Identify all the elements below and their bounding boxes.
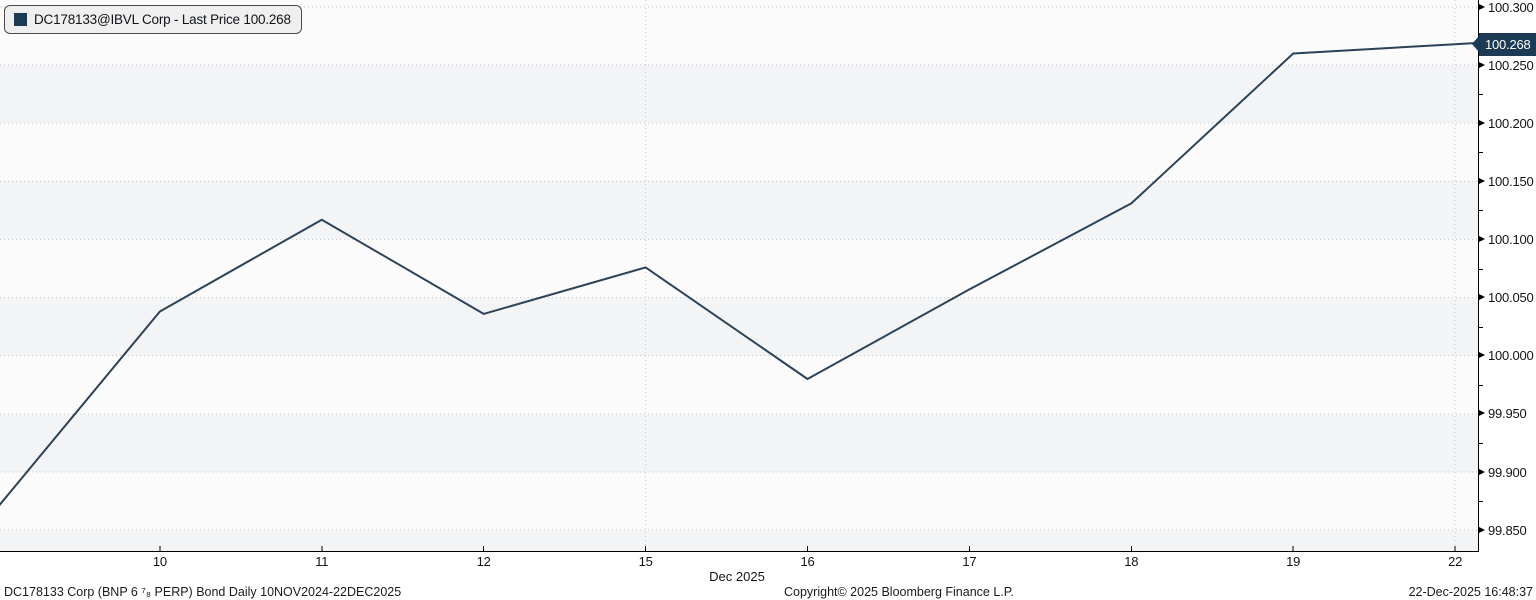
y-axis-tick-label: 100.050 (1488, 290, 1534, 306)
y-axis-tick-label: 100.300 (1488, 0, 1534, 15)
y-axis-major-tick (1479, 526, 1485, 533)
y-axis-minor-tick (1479, 501, 1483, 502)
footer: DC178133 Corp (BNP 6 ⁷₈ PERP) Bond Daily… (0, 585, 1536, 600)
last-price-badge-value: 100.268 (1485, 36, 1531, 52)
y-axis-minor-tick (1479, 268, 1483, 270)
footer-copyright: Copyright© 2025 Bloomberg Finance L.P. (784, 585, 1014, 599)
y-axis-major-tick (1479, 468, 1485, 475)
legend-series-label: DC178133@IBVL Corp - Last Price 100.268 (34, 12, 291, 27)
y-axis: 100.300 100.250 100.200 100.150 100.100 100.0… (1479, 0, 1536, 552)
y-axis-minor-tick (1479, 94, 1483, 96)
y-axis-minor-tick (1479, 152, 1483, 154)
y-axis-tick-label: 100.000 (1488, 348, 1534, 364)
footer-security-description: DC178133 Corp (BNP 6 ⁷₈ PERP) Bond Daily… (4, 585, 402, 599)
x-axis-tick-label: 12 (476, 554, 491, 569)
price-line (0, 41, 1478, 506)
y-axis-major-tick (1479, 410, 1485, 417)
x-axis-tick-label: 19 (1286, 554, 1301, 569)
legend-series-swatch-icon (14, 13, 27, 26)
y-axis-major-tick (1479, 236, 1485, 242)
x-axis-tick-label: 11 (315, 554, 329, 569)
y-axis-major-tick (1479, 352, 1485, 359)
legend[interactable]: DC178133@IBVL Corp - Last Price 100.268 (4, 5, 302, 34)
x-axis-tick-label: 10 (152, 554, 167, 569)
y-axis-major-tick (1479, 177, 1485, 184)
background-band (0, 413, 1478, 472)
x-axis-tick-label: 15 (638, 554, 653, 569)
y-axis-minor-tick (1479, 442, 1483, 444)
y-axis-major-tick (1479, 119, 1485, 126)
y-axis-tick-label: 100.100 (1488, 232, 1534, 247)
background-band (0, 530, 1478, 551)
y-axis-tick-label: 100.250 (1488, 57, 1534, 73)
plot-area[interactable] (0, 0, 1479, 552)
chart-canvas (0, 0, 1478, 551)
y-axis-major-tick (1479, 3, 1485, 10)
y-axis-major-tick (1479, 294, 1485, 301)
y-axis-tick-label: 99.900 (1488, 464, 1527, 480)
x-axis-tick-label: 18 (1124, 554, 1139, 569)
y-axis-minor-tick (1479, 210, 1483, 212)
y-axis-tick-label: 100.200 (1488, 115, 1534, 131)
y-axis-tick-label: 99.950 (1488, 406, 1527, 422)
footer-timestamp: 22-Dec-2025 16:48:37 (1408, 585, 1533, 599)
x-axis-tick-label: 16 (800, 554, 815, 569)
background-band (0, 297, 1478, 356)
x-axis-tick-label: 22 (1448, 554, 1463, 569)
background-band (0, 65, 1478, 124)
y-axis-tick-label: 99.850 (1488, 522, 1527, 538)
x-axis-tick-label: 17 (962, 554, 977, 569)
y-axis-major-tick (1479, 61, 1485, 68)
y-axis-tick-label: 100.150 (1488, 173, 1534, 189)
y-axis-minor-tick (1479, 326, 1483, 328)
x-axis-month-label: Dec 2025 (709, 569, 765, 584)
last-price-badge: 100.268 (1479, 32, 1536, 56)
background-band (0, 181, 1478, 240)
y-axis-minor-tick (1479, 384, 1483, 386)
